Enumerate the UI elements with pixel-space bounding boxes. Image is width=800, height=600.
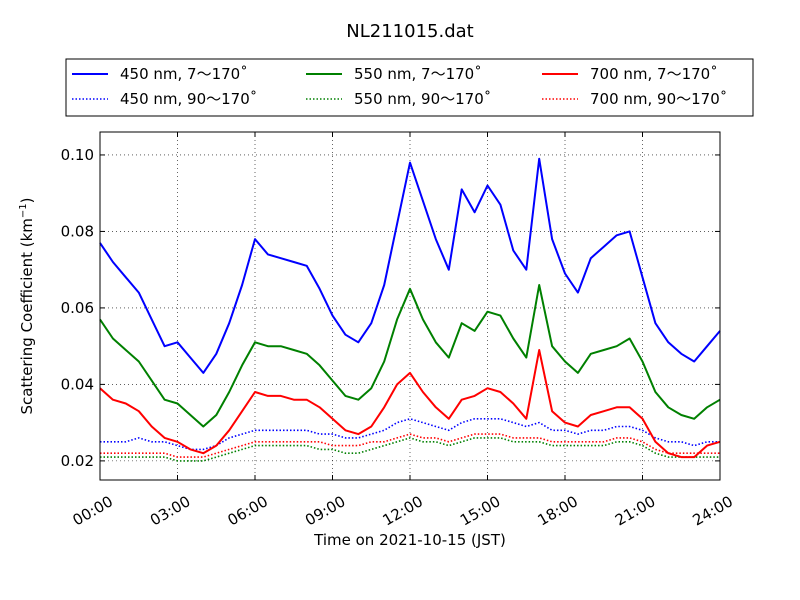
legend-label-0: 450 nm, 7～170˚ — [120, 65, 248, 83]
series-line-2 — [99, 284, 721, 428]
series-line-3 — [100, 437, 720, 462]
x-tick-label: 15:00 — [457, 492, 503, 529]
legend-frame — [65, 58, 754, 117]
legend-label-2: 550 nm, 7～170˚ — [354, 65, 482, 83]
legend-label-1: 450 nm, 90～170˚ — [120, 90, 257, 108]
legend-label-3: 550 nm, 90～170˚ — [354, 90, 491, 108]
x-tick-label: 06:00 — [225, 492, 271, 529]
x-tick-label: 18:00 — [535, 492, 581, 529]
x-tick-label: 24:00 — [690, 492, 736, 529]
legend-label-5: 700 nm, 90～170˚ — [590, 90, 727, 108]
x-tick-label: 21:00 — [612, 492, 658, 529]
legend: 450 nm, 7～170˚ 450 nm, 90～170˚ 550 nm, 7～1… — [65, 58, 754, 117]
legend-label-4: 700 nm, 7～170˚ — [590, 65, 718, 83]
series-line-5 — [100, 433, 720, 458]
y-tick-label: 0.06 — [61, 299, 94, 317]
x-tick-label: 03:00 — [147, 492, 193, 529]
y-tick-label: 0.10 — [61, 146, 94, 164]
series-line-4 — [99, 349, 721, 459]
series-line-0 — [99, 157, 721, 374]
y-tick-label: 0.02 — [61, 452, 94, 470]
x-axis-label: Time on 2021-10-15 (JST) — [313, 531, 506, 549]
x-tick-label: 12:00 — [380, 492, 426, 529]
y-tick-label: 0.04 — [61, 375, 94, 393]
plot-area: 00:00 03:00 06:00 09:00 12:00 15:00 18:00 21:00… — [61, 131, 736, 529]
grid-lines — [100, 132, 720, 480]
y-axis-label: Scattering Coefficient (km−1) — [18, 197, 36, 414]
x-tick-label: 00:00 — [70, 492, 116, 529]
x-tick-label: 09:00 — [302, 492, 348, 529]
y-tick-label: 0.08 — [61, 222, 94, 240]
chart-title: NL211015.dat — [346, 21, 473, 42]
series-line-1 — [100, 417, 720, 451]
